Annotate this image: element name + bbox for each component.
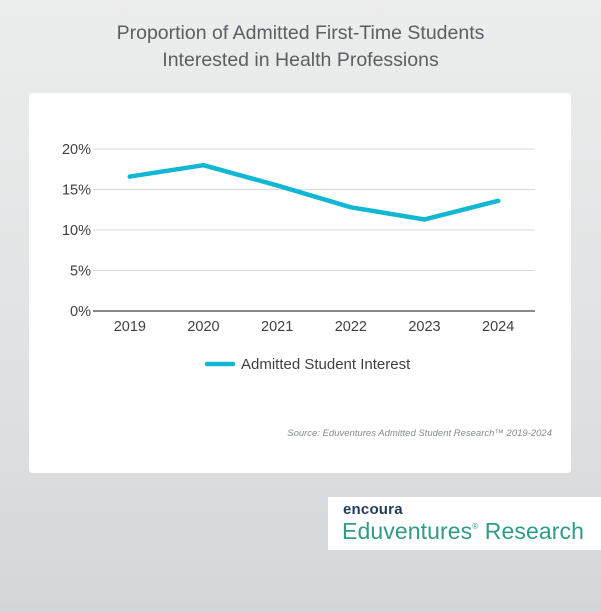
logo-suffix: Research [484, 518, 584, 544]
y-tick-label: 15% [62, 183, 91, 199]
logo-encoura-text: encoura [343, 501, 403, 518]
logo-brand: Eduventures [342, 518, 473, 544]
x-tick-label: 2023 [408, 319, 440, 335]
data-point [422, 217, 427, 222]
chart-title: Proportion of Admitted First-Time Studen… [0, 20, 601, 74]
series-line [127, 162, 501, 222]
data-point [127, 174, 133, 179]
data-point [495, 198, 501, 204]
logo-mark: ® [472, 522, 479, 531]
chart-title-line-2: Interested in Health Professions [162, 49, 439, 71]
data-point [348, 205, 354, 210]
x-tick-label: 2024 [482, 319, 514, 335]
y-tick-label: 10% [62, 223, 91, 239]
x-tick-label: 2019 [114, 319, 146, 335]
encoura-logo: encoura Eduventures® Research [328, 497, 601, 550]
x-tick-label: 2021 [261, 319, 293, 335]
y-tick-label: 0% [70, 304, 91, 320]
logo-eduventures-text: Eduventures® Research [342, 518, 584, 545]
y-tick-label: 20% [62, 142, 91, 158]
chart-title-line-1: Proportion of Admitted First-Time Studen… [116, 22, 485, 44]
data-point [201, 163, 206, 168]
data-point [274, 183, 280, 188]
source-note: Source: Eduventures Admitted Student Res… [287, 428, 552, 439]
chart-card: 0% 5% 10% 15% 20% 2019 2020 2021 2022 2023 2024 Adm… [29, 93, 571, 473]
x-tick-label: 2020 [187, 319, 219, 335]
line-chart: 0% 5% 10% 15% 20% 2019 2020 2021 2022 2023 2024 Adm… [62, 142, 535, 373]
y-tick-label: 5% [70, 264, 91, 280]
legend-label: Admitted Student Interest [241, 356, 411, 373]
x-tick-label: 2022 [335, 319, 367, 335]
